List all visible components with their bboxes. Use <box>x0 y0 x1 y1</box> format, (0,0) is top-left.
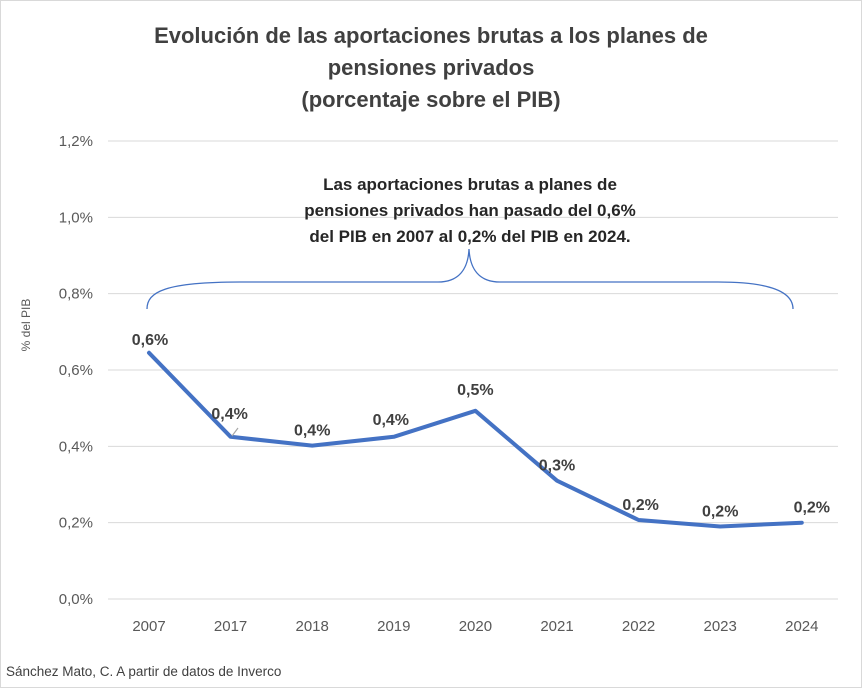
annotation-line-1: Las aportaciones brutas a planes de <box>323 175 617 194</box>
x-tick-labels: 2007 2017 2018 2019 2020 2021 2022 2023 2024 <box>132 618 818 635</box>
x-tick-label: 2023 <box>704 618 737 635</box>
x-tick-label: 2018 <box>296 618 329 635</box>
x-tick-label: 2021 <box>540 618 573 635</box>
data-label: 0,4% <box>373 412 409 429</box>
y-tick-labels: 0,0% 0,2% 0,4% 0,6% 0,8% 1,0% 1,2% <box>59 133 93 608</box>
data-label: 0,2% <box>702 503 738 520</box>
series-line <box>147 350 804 529</box>
y-tick-label: 0,8% <box>59 286 93 303</box>
data-label: 0,4% <box>294 423 330 440</box>
data-label: 0,6% <box>132 332 168 349</box>
source-note: Sánchez Mato, C. A partir de datos de In… <box>6 664 282 679</box>
data-labels: 0,6% 0,4% 0,4% 0,4% 0,5% 0,3% 0,2% 0,2% 0,2% <box>132 332 830 521</box>
annotation-brace <box>146 248 794 310</box>
chart-title-line-3: (porcentaje sobre el PIB) <box>301 87 561 112</box>
data-label: 0,3% <box>539 458 575 475</box>
annotation-line-3: del PIB en 2007 al 0,2% del PIB en 2024. <box>309 227 631 246</box>
gridlines <box>108 140 838 600</box>
data-label: 0,4% <box>211 406 247 423</box>
y-tick-label: 0,2% <box>59 515 93 532</box>
y-tick-label: 1,2% <box>59 133 93 150</box>
x-tick-label: 2017 <box>214 618 247 635</box>
data-label: 0,2% <box>622 497 658 514</box>
label-leader-line <box>231 427 239 437</box>
data-label: 0,5% <box>457 382 493 399</box>
x-tick-label: 2020 <box>459 618 492 635</box>
annotation-line-2: pensiones privados han pasado del 0,6% <box>304 201 636 220</box>
y-tick-label: 0,6% <box>59 362 93 379</box>
chart-title-line-2: pensiones privados <box>327 55 535 80</box>
annotation-text: Las aportaciones brutas a planes de pens… <box>240 172 700 250</box>
data-label: 0,2% <box>794 500 830 517</box>
chart-title-line-1: Evolución de las aportaciones brutas a l… <box>154 23 708 48</box>
chart-title: Evolución de las aportaciones brutas a l… <box>0 20 862 116</box>
x-tick-label: 2022 <box>622 618 655 635</box>
y-tick-label: 0,4% <box>59 438 93 455</box>
x-tick-label: 2007 <box>132 618 165 635</box>
y-axis-label: % del PIB <box>19 299 33 352</box>
y-tick-label: 1,0% <box>59 209 93 226</box>
x-tick-label: 2019 <box>377 618 410 635</box>
x-tick-label: 2024 <box>785 618 818 635</box>
y-tick-label: 0,0% <box>59 591 93 608</box>
